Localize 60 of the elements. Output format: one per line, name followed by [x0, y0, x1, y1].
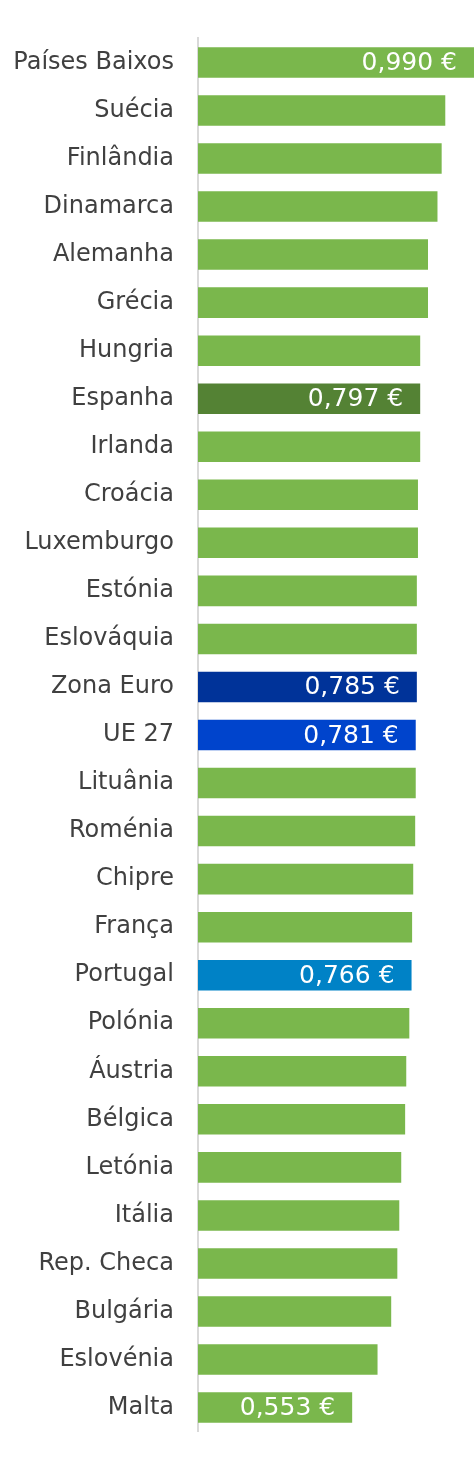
y-tick-label: UE 27: [103, 719, 174, 748]
y-tick-label: Rep. Checa: [38, 1247, 174, 1276]
y-tick-label: Chipre: [96, 863, 174, 892]
bar: [198, 1104, 406, 1135]
bar: [198, 863, 414, 895]
bar: [198, 1007, 410, 1039]
y-tick-label: Roménia: [68, 815, 174, 844]
y-tick-label: Malta: [107, 1391, 174, 1420]
bar: [198, 143, 442, 174]
data-label: 0,785 €: [304, 671, 400, 701]
bar: [198, 527, 418, 559]
y-tick-label: Irlanda: [90, 430, 174, 459]
bar: [198, 1248, 398, 1279]
y-tick-label: Alemanha: [52, 238, 174, 267]
y-tick-label: Eslováquia: [44, 623, 174, 652]
bar: [198, 1296, 392, 1327]
bar: [198, 623, 417, 655]
bar: [198, 383, 421, 414]
y-tick-label: França: [94, 911, 174, 940]
bar: [198, 287, 428, 318]
bar: [198, 191, 438, 222]
y-tick-label: Finlândia: [66, 142, 174, 171]
bar: [198, 95, 446, 126]
bar: [198, 911, 413, 943]
bar: [198, 815, 416, 847]
y-tick-label: Croácia: [83, 479, 174, 508]
data-label: 0,553 €: [239, 1392, 336, 1422]
bar: [198, 479, 418, 511]
y-tick-label: Polónia: [87, 1007, 174, 1036]
y-tick-label: Eslovénia: [59, 1343, 174, 1372]
y-tick-label: Grécia: [96, 286, 174, 315]
bar: [198, 239, 428, 270]
y-tick-label: Bulgária: [74, 1295, 174, 1324]
bar: [198, 575, 417, 607]
y-tick-label: Países Baixos: [13, 46, 174, 75]
bar: [198, 431, 421, 463]
y-tick-label: Zona Euro: [50, 671, 174, 700]
y-tick-label: Espanha: [71, 382, 174, 411]
bar: [198, 1344, 378, 1375]
y-tick-label: Lituânia: [78, 767, 174, 796]
bar: [198, 767, 416, 799]
y-tick-label: Hungria: [79, 334, 174, 363]
data-label: 0,781 €: [303, 719, 399, 749]
y-tick-label: Luxemburgo: [24, 527, 174, 556]
data-label: 0,990 €: [361, 46, 457, 76]
bar: [198, 335, 421, 366]
y-tick-label: Itália: [114, 1199, 174, 1228]
y-tick-label: Letónia: [85, 1151, 174, 1180]
bar: [198, 1200, 400, 1231]
bar: [198, 1152, 402, 1183]
y-tick-label: Bélgica: [86, 1103, 174, 1132]
y-tick-label: Estónia: [85, 575, 174, 604]
y-tick-label: Suécia: [94, 94, 174, 123]
data-label: 0,766 €: [299, 959, 395, 989]
y-tick-label: Portugal: [74, 959, 174, 988]
bar: [198, 1056, 407, 1087]
data-label: 0,797 €: [307, 383, 404, 413]
y-tick-label: Dinamarca: [43, 190, 174, 219]
bar: [198, 47, 474, 78]
y-tick-label: Áustria: [89, 1054, 174, 1084]
